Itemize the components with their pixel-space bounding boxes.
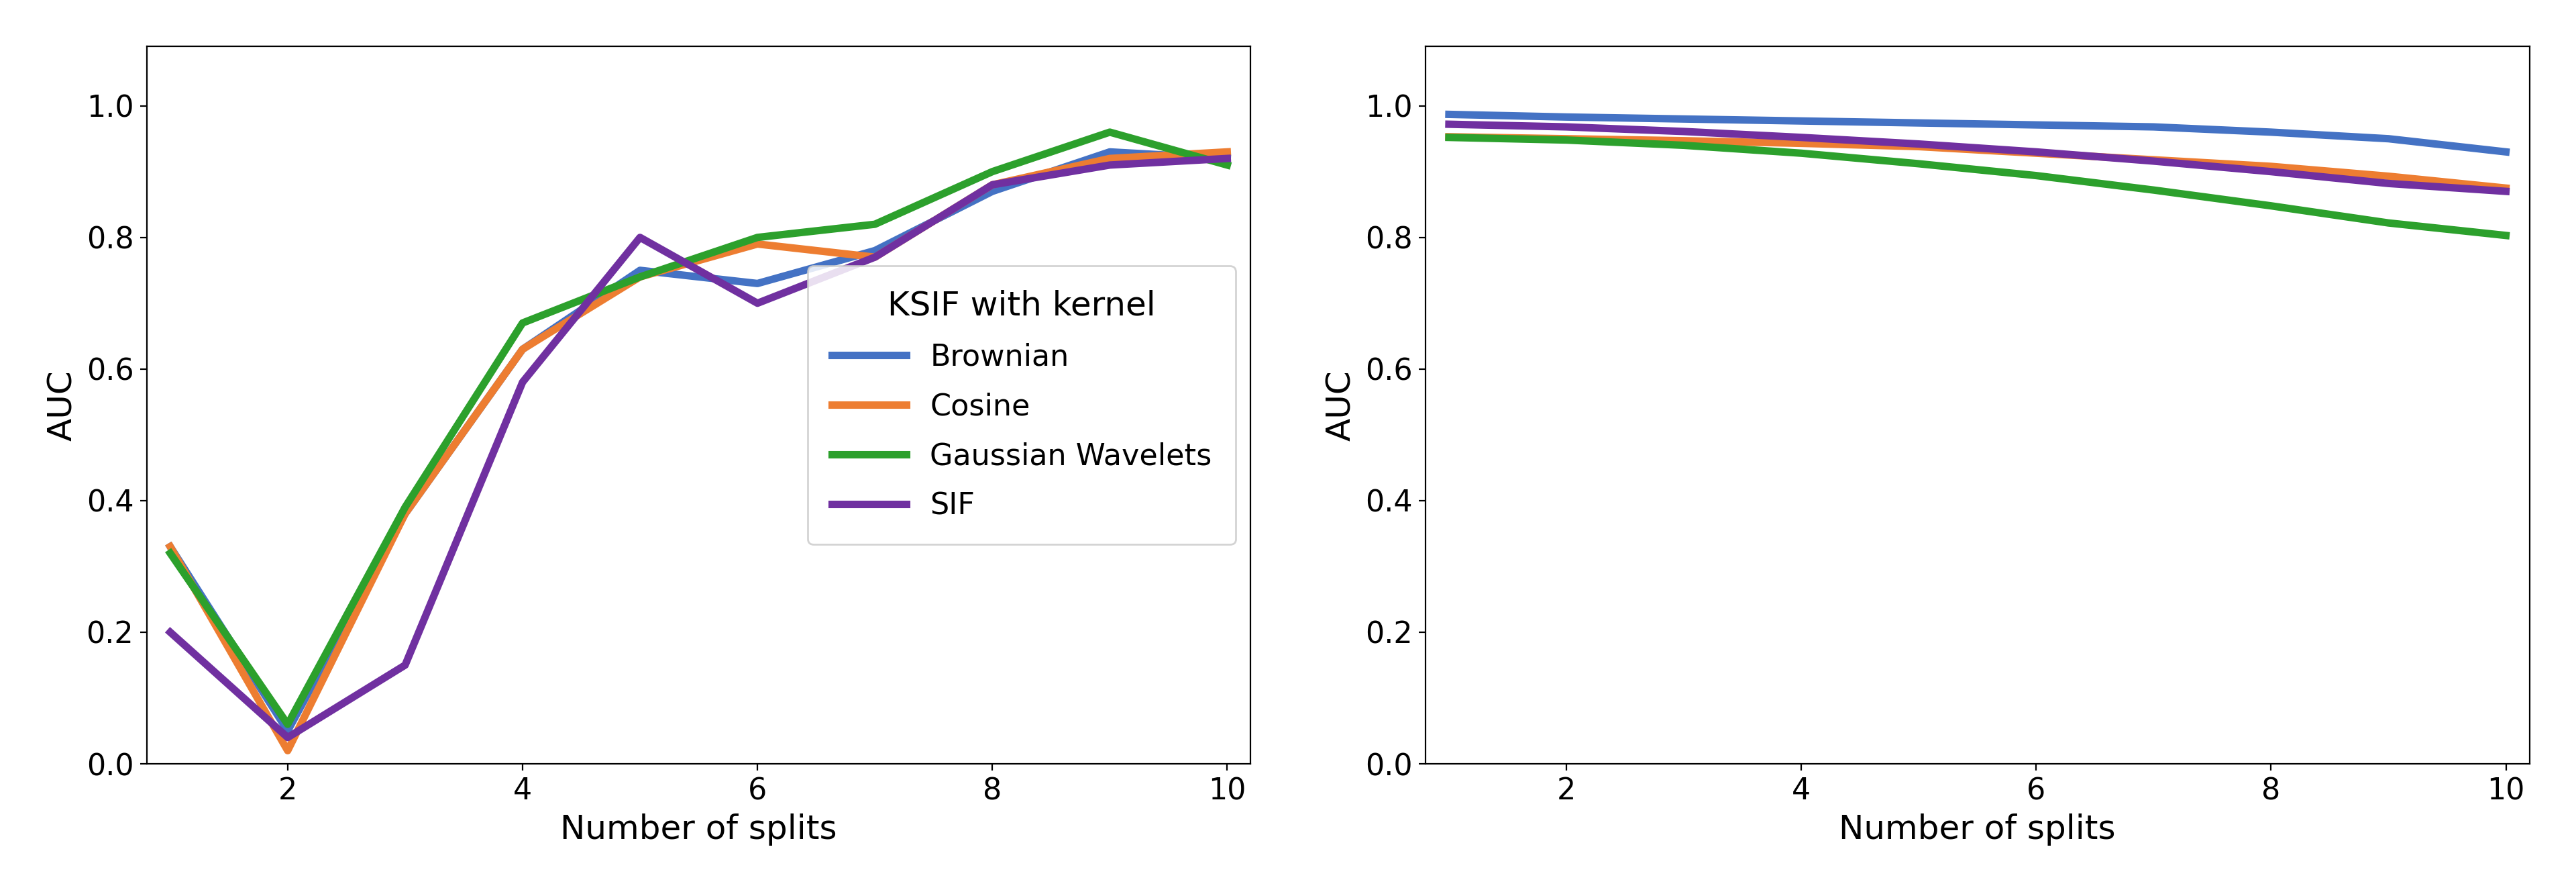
Cosine <box>623 271 654 282</box>
SIF <box>155 627 185 638</box>
Gaussian Wavelets <box>507 318 538 328</box>
Brownian <box>155 541 185 552</box>
Legend: Brownian, Cosine, Gaussian Wavelets, SIF: Brownian, Cosine, Gaussian Wavelets, SIF <box>809 266 1236 545</box>
Line: SIF: SIF <box>170 159 1226 738</box>
Cosine <box>976 179 1007 190</box>
Gaussian Wavelets <box>389 502 420 513</box>
SIF <box>1095 160 1126 170</box>
SIF <box>976 179 1007 190</box>
Line: Cosine: Cosine <box>170 152 1226 751</box>
Cosine <box>1211 146 1242 157</box>
Cosine <box>273 746 304 756</box>
Brownian <box>1211 153 1242 164</box>
Line: Gaussian Wavelets: Gaussian Wavelets <box>170 132 1226 724</box>
Cosine <box>507 344 538 355</box>
Cosine <box>1095 153 1126 164</box>
Line: Brownian: Brownian <box>170 152 1226 731</box>
Gaussian Wavelets <box>860 219 891 229</box>
Cosine <box>155 541 185 552</box>
Gaussian Wavelets <box>623 271 654 282</box>
Gaussian Wavelets <box>1211 160 1242 170</box>
Brownian <box>1095 146 1126 157</box>
SIF <box>1211 153 1242 164</box>
SIF <box>389 660 420 671</box>
Gaussian Wavelets <box>742 232 773 243</box>
Y-axis label: AUC: AUC <box>1324 369 1358 441</box>
Brownian <box>860 245 891 256</box>
Brownian <box>976 186 1007 197</box>
SIF <box>742 298 773 309</box>
Gaussian Wavelets <box>976 166 1007 177</box>
Cosine <box>860 252 891 262</box>
SIF <box>623 232 654 243</box>
Brownian <box>273 725 304 736</box>
Y-axis label: AUC: AUC <box>46 369 80 441</box>
Brownian <box>623 265 654 276</box>
SIF <box>273 732 304 743</box>
Gaussian Wavelets <box>1095 127 1126 137</box>
SIF <box>507 376 538 387</box>
Gaussian Wavelets <box>155 548 185 558</box>
Cosine <box>742 239 773 250</box>
Brownian <box>507 344 538 355</box>
Cosine <box>389 508 420 519</box>
Brownian <box>389 508 420 519</box>
X-axis label: Number of splits: Number of splits <box>1839 814 2115 846</box>
X-axis label: Number of splits: Number of splits <box>562 814 837 846</box>
Brownian <box>742 278 773 289</box>
Gaussian Wavelets <box>273 719 304 730</box>
SIF <box>860 252 891 262</box>
